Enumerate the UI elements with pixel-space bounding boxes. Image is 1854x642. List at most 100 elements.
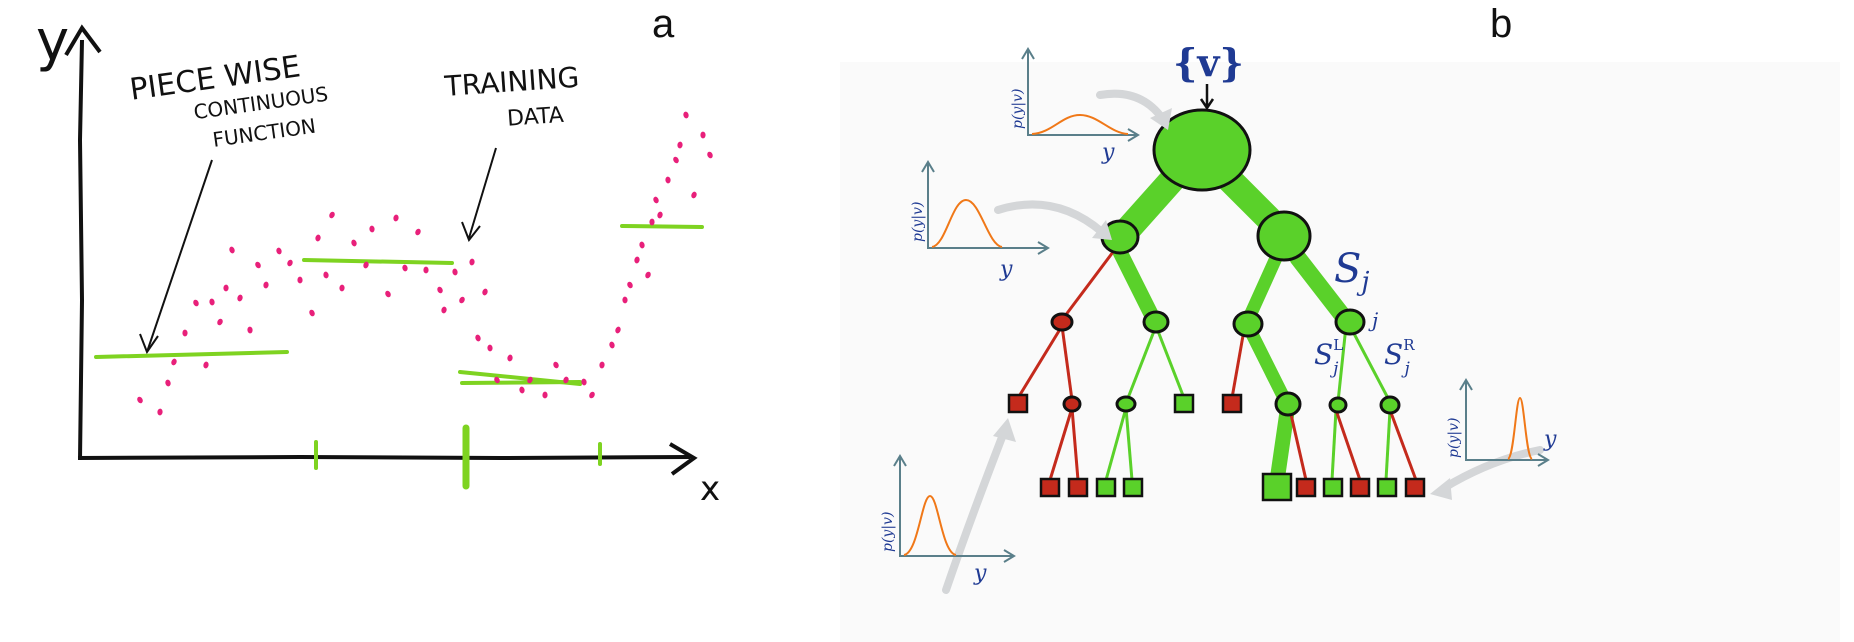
split-nodes bbox=[1050, 108, 1401, 417]
training-point bbox=[229, 246, 235, 254]
training-point bbox=[157, 408, 163, 416]
training-point bbox=[563, 376, 569, 384]
edge-left-mid bbox=[1112, 244, 1162, 328]
pointer-leaf-left bbox=[942, 428, 1008, 594]
node-lrl bbox=[1115, 395, 1137, 413]
edge-r8 bbox=[1334, 409, 1362, 481]
y-axis-label: y bbox=[36, 9, 69, 74]
split-label: Sj bbox=[1334, 246, 1369, 297]
node-rrr bbox=[1379, 395, 1401, 415]
x-axis-arrowhead bbox=[668, 442, 698, 476]
edge-r3 bbox=[1060, 325, 1074, 401]
training-point bbox=[609, 341, 615, 349]
training-point bbox=[657, 211, 663, 219]
training-points bbox=[137, 111, 713, 416]
training-point bbox=[217, 318, 223, 326]
training-point bbox=[276, 247, 282, 255]
training-point bbox=[653, 196, 659, 204]
pointer-left bbox=[994, 200, 1106, 236]
edge-r4 bbox=[1048, 407, 1074, 481]
inset-ylabel: p(y|v) bbox=[910, 202, 926, 242]
inset-ylabel: p(y|v) bbox=[880, 512, 896, 552]
annotation-data-line-2: DATA bbox=[506, 103, 564, 132]
training-point bbox=[622, 296, 628, 304]
training-point bbox=[287, 259, 293, 267]
edge-g6 bbox=[1348, 325, 1392, 403]
edge-r5 bbox=[1070, 407, 1080, 481]
training-point bbox=[542, 391, 548, 399]
training-point bbox=[494, 376, 500, 384]
pointer-arrowheads bbox=[993, 108, 1452, 500]
panel-b-letter: b bbox=[1490, 2, 1513, 46]
training-point bbox=[437, 286, 443, 294]
y-axis bbox=[77, 39, 85, 461]
training-point bbox=[683, 111, 689, 119]
edge-r9 bbox=[1388, 409, 1418, 481]
left-child-label: SL j bbox=[1314, 336, 1343, 379]
inset-xlabel: y bbox=[1543, 427, 1557, 452]
root-node bbox=[1152, 108, 1252, 192]
training-point bbox=[423, 266, 429, 274]
training-point bbox=[459, 296, 465, 304]
inset-axes bbox=[899, 458, 1012, 557]
training-point bbox=[351, 239, 357, 247]
annotation-data-arrowhead bbox=[461, 221, 481, 242]
edge-r7 bbox=[1288, 409, 1308, 481]
training-point bbox=[581, 378, 587, 386]
panel-b: b bbox=[840, 0, 1854, 642]
edge-big-leaf bbox=[1270, 404, 1295, 482]
training-point bbox=[393, 214, 399, 222]
segment-3b bbox=[460, 380, 582, 385]
leaf-12 bbox=[1404, 477, 1426, 498]
training-point bbox=[482, 288, 488, 296]
training-point bbox=[237, 294, 243, 302]
leaf-5 bbox=[1067, 477, 1089, 498]
leaf-10 bbox=[1349, 477, 1371, 498]
training-point bbox=[691, 191, 697, 199]
node-rrl bbox=[1328, 396, 1348, 414]
leaf-8 bbox=[1295, 477, 1317, 498]
panel-b-figure: {v} Sj j SL j SR j p(y|v) y bbox=[840, 40, 1840, 642]
segment-1 bbox=[94, 350, 289, 359]
training-point bbox=[203, 361, 209, 369]
training-point bbox=[627, 281, 633, 289]
training-point bbox=[402, 264, 408, 272]
inset-ylabel: p(y|v) bbox=[1010, 89, 1026, 129]
leaf-3 bbox=[1221, 393, 1243, 414]
training-point bbox=[247, 326, 253, 334]
training-point bbox=[707, 151, 713, 159]
inset-ylabel: p(y|v) bbox=[1446, 418, 1462, 458]
training-point bbox=[673, 156, 679, 164]
node-l-l bbox=[1050, 312, 1074, 332]
training-point bbox=[677, 141, 683, 149]
training-point bbox=[363, 261, 369, 269]
distribution-curve bbox=[1507, 396, 1533, 460]
x-axis-label: x bbox=[700, 469, 720, 509]
training-point bbox=[171, 358, 177, 366]
node-right bbox=[1256, 210, 1312, 262]
distribution-curve bbox=[931, 198, 1003, 248]
training-point bbox=[553, 361, 559, 369]
training-point bbox=[599, 361, 605, 369]
annotation-function-arrowhead bbox=[139, 333, 159, 355]
node-lll bbox=[1062, 395, 1082, 413]
training-point bbox=[315, 234, 321, 242]
annotation-function-arrow bbox=[146, 159, 213, 353]
training-point bbox=[385, 290, 391, 298]
edge-g5 bbox=[1336, 325, 1348, 403]
training-point bbox=[182, 329, 188, 337]
leaf-2 bbox=[1173, 393, 1195, 414]
training-point bbox=[339, 284, 345, 292]
leaf-11 bbox=[1376, 477, 1398, 498]
panel-a-figure: y x PIECE WISE CONTINUOUS FUNCTION TRAIN… bbox=[36, 9, 720, 509]
annotation-data-line-1: TRAINING bbox=[443, 61, 581, 103]
training-point bbox=[223, 284, 229, 292]
leaf-4 bbox=[1039, 477, 1061, 498]
inset-axis-arrows bbox=[921, 160, 1050, 255]
leaf-6 bbox=[1095, 477, 1117, 498]
right-child-label: SR j bbox=[1384, 336, 1415, 379]
training-point bbox=[649, 218, 655, 226]
root-label: {v} bbox=[1173, 40, 1244, 85]
root-arrow bbox=[1199, 84, 1215, 111]
training-point bbox=[507, 354, 513, 362]
